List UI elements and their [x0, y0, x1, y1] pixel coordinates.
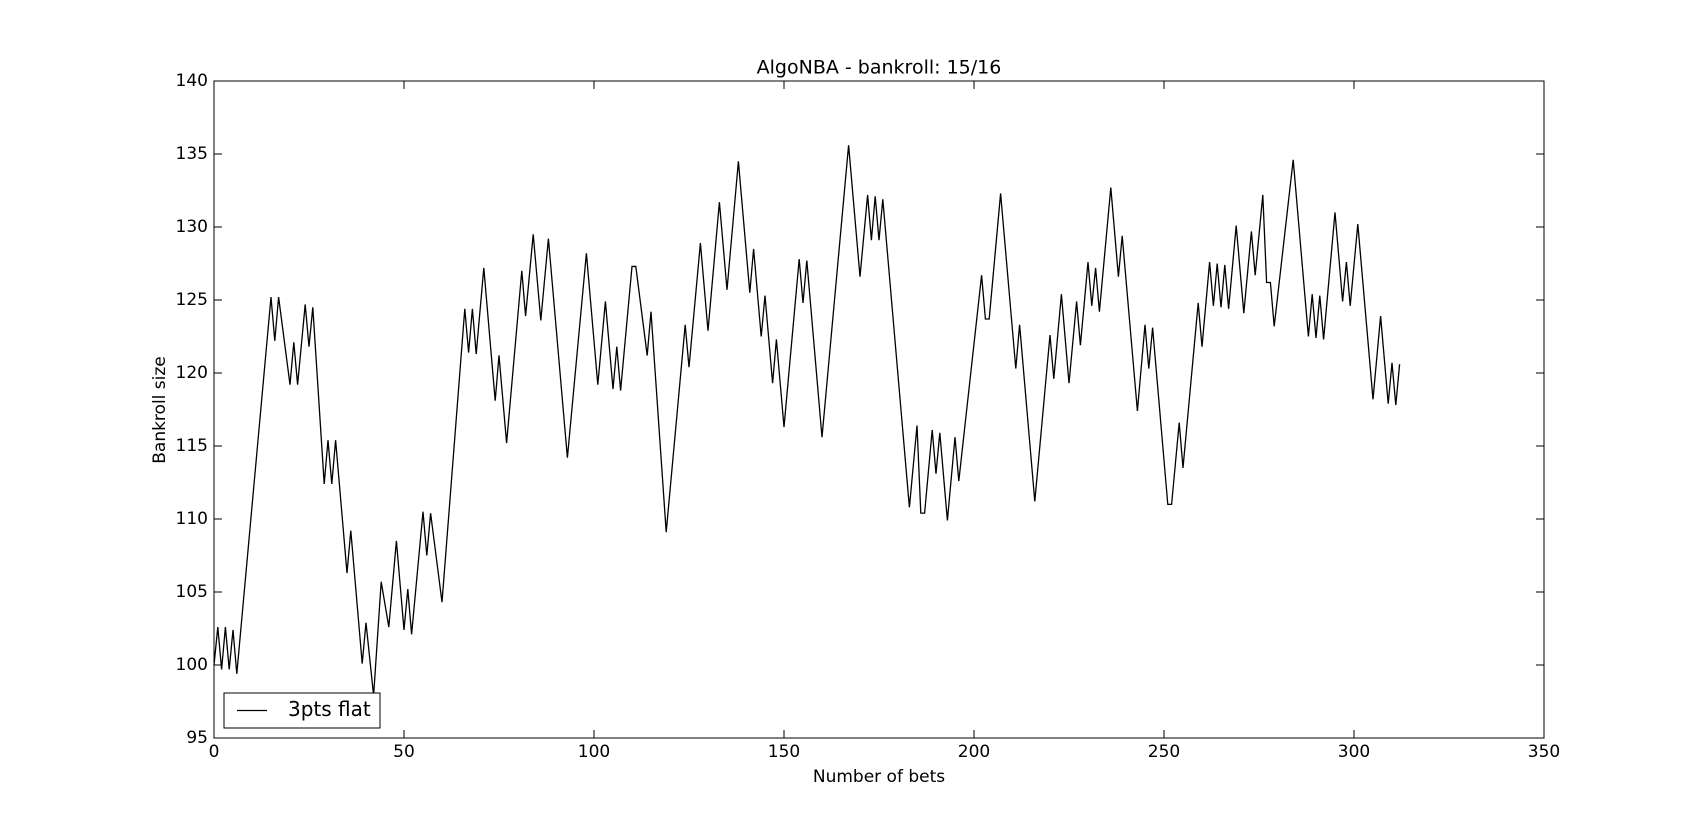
legend-label: 3pts flat: [288, 697, 371, 721]
x-axis-label: Number of bets: [813, 767, 945, 787]
x-tick-label: 150: [768, 742, 800, 762]
x-tick-label: 0: [209, 742, 220, 762]
data-line: [213, 145, 1401, 696]
y-tick-label: 120: [176, 363, 208, 383]
y-tick-label: 130: [176, 217, 208, 237]
x-tick-label: 50: [393, 742, 415, 762]
y-tick-label: 110: [176, 509, 208, 529]
x-tick-label: 200: [958, 742, 990, 762]
y-tick-label: 100: [176, 655, 208, 675]
y-tick-label: 115: [176, 436, 208, 456]
x-tick-label: 250: [1148, 742, 1180, 762]
x-tick-label: 100: [578, 742, 610, 762]
y-tick-label: 140: [176, 71, 208, 91]
y-tick-label: 105: [176, 582, 208, 602]
y-tick-label: 135: [176, 144, 208, 164]
chart-title: AlgoNBA - bankroll: 15/16: [757, 57, 1002, 79]
y-tick-label: 95: [186, 728, 208, 748]
x-tick-label: 350: [1528, 742, 1560, 762]
plot-frame: [213, 80, 1545, 739]
y-tick-label: 125: [176, 290, 208, 310]
x-tick-label: 300: [1338, 742, 1370, 762]
y-axis-label: Bankroll size: [150, 356, 170, 464]
